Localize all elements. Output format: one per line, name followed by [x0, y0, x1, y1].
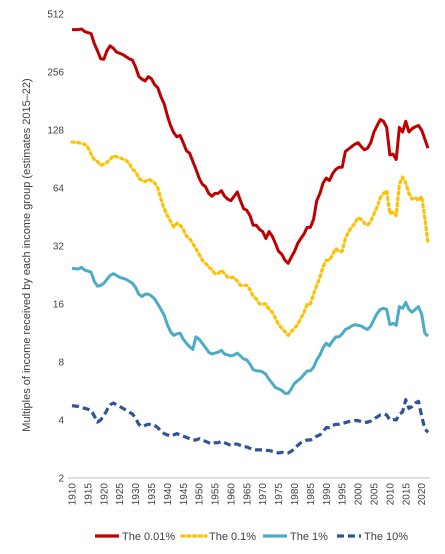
legend: The 0.01% The 0.1% The 1% The 10%	[95, 531, 408, 543]
y-tick-label: 64	[53, 184, 65, 195]
x-tick-label: 2005	[369, 483, 380, 506]
x-tick-label: 1910	[68, 483, 79, 506]
x-tick-label: 1945	[179, 483, 190, 506]
x-tick-label: 1980	[290, 483, 301, 506]
series-line-4	[71, 398, 430, 455]
x-tick-label: 2000	[354, 483, 365, 506]
x-tick-label: 1915	[83, 483, 94, 506]
x-tick-label: 1995	[338, 483, 349, 506]
x-tick-label: 1940	[163, 483, 174, 506]
x-tick-label: 1985	[306, 483, 317, 506]
y-tick-label: 4	[58, 416, 64, 427]
y-tick-label: 256	[47, 68, 64, 79]
x-axis-ticks: 1910 1915 1920 1925 1930 1935 1940 1945 1950 1955…	[68, 483, 429, 506]
y-tick-label: 16	[53, 300, 65, 311]
y-tick-label: 2	[58, 474, 64, 485]
x-tick-label: 1965	[242, 483, 253, 506]
legend-label-1: The 0.01%	[122, 531, 175, 543]
x-tick-label: 1990	[322, 483, 333, 506]
x-tick-label: 2020	[417, 483, 428, 506]
series-line-1	[72, 27, 430, 265]
legend-label-3: The 1%	[290, 531, 328, 543]
x-tick-label: 1970	[258, 483, 269, 506]
x-tick-label: 2010	[385, 483, 396, 506]
y-axis-ticks: 512 256 128 64 32 16 8 4 2	[47, 10, 64, 485]
x-tick-label: 1920	[99, 483, 110, 506]
x-tick-label: 1960	[226, 483, 237, 506]
y-tick-label: 128	[47, 126, 64, 137]
series-lines	[70, 27, 430, 455]
x-tick-label: 1975	[274, 483, 285, 506]
x-tick-label: 1955	[211, 483, 222, 506]
x-tick-label: 1935	[147, 483, 158, 506]
series-line-2	[70, 140, 430, 337]
y-tick-label: 32	[53, 242, 65, 253]
x-tick-label: 2015	[401, 483, 412, 506]
y-tick-label: 8	[58, 358, 64, 369]
legend-label-2: The 0.1%	[209, 531, 256, 543]
x-tick-label: 1925	[115, 483, 126, 506]
legend-label-4: The 10%	[364, 531, 408, 543]
x-tick-label: 1930	[131, 483, 142, 506]
series-line-3	[71, 265, 430, 395]
y-tick-label: 512	[47, 10, 64, 21]
x-tick-label: 1950	[195, 483, 206, 506]
y-axis-label: Multiples of income received by each inc…	[21, 78, 33, 431]
